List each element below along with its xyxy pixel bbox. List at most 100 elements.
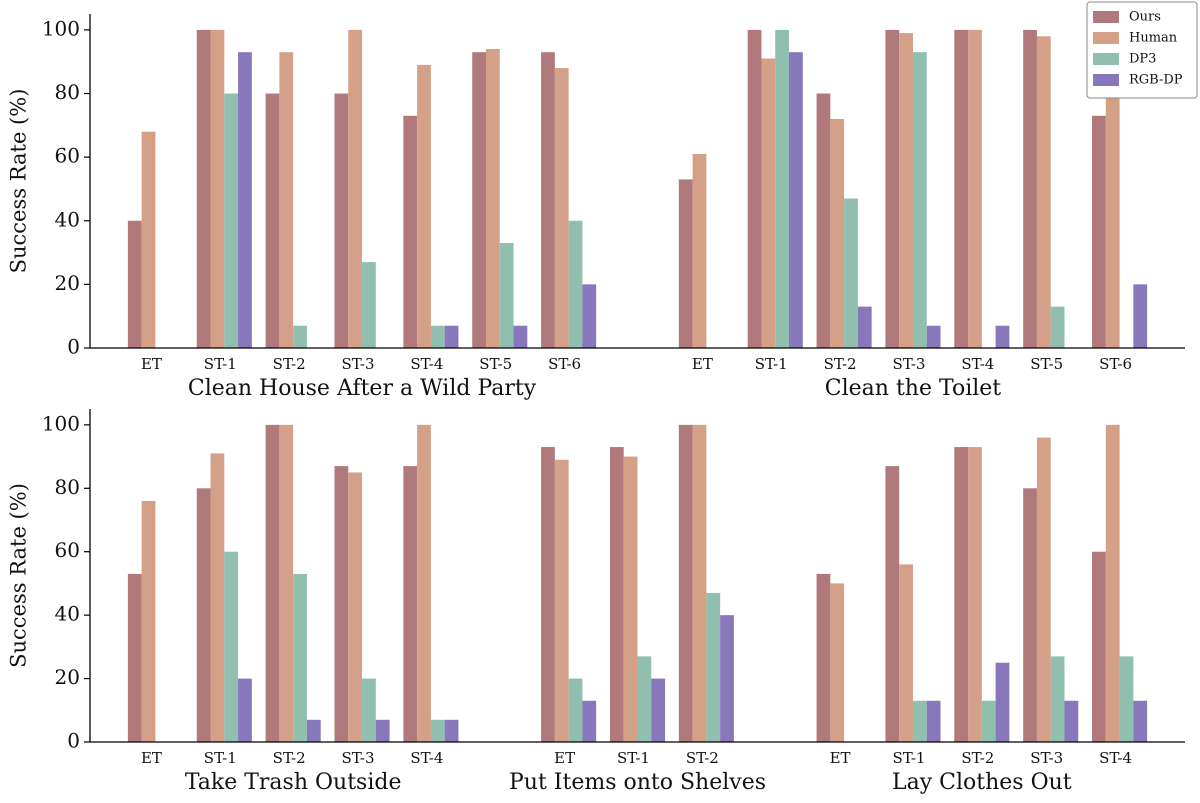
group-label: Lay Clothes Out: [892, 770, 1072, 795]
bar: [1119, 656, 1134, 742]
bar: [582, 700, 597, 742]
x-tick-label: ET: [830, 749, 851, 767]
bar: [1105, 424, 1120, 742]
x-tick-label: ST-1: [617, 749, 650, 767]
x-tick-label: ST-1: [204, 355, 237, 373]
y-tick-label: 60: [55, 538, 80, 562]
bar: [1064, 700, 1079, 742]
bar: [224, 551, 239, 742]
bar: [554, 68, 569, 349]
bar: [293, 325, 307, 348]
bar: [857, 306, 872, 348]
legend-swatch: [1093, 74, 1119, 86]
legend-label: RGB-DP: [1129, 73, 1183, 88]
bar: [444, 719, 459, 742]
bar: [954, 29, 969, 349]
y-tick-label: 100: [42, 411, 80, 435]
bar: [912, 52, 927, 349]
x-tick-label: ET: [692, 355, 713, 373]
bar: [485, 48, 500, 348]
bar: [623, 456, 638, 742]
group-label: Take Trash Outside: [185, 770, 402, 795]
bar: [141, 500, 156, 742]
x-tick-label: ST-5: [479, 355, 512, 373]
x-tick-label: ST-3: [342, 749, 375, 767]
bar: [348, 472, 363, 742]
bar: [1023, 29, 1037, 349]
bar: [1133, 700, 1148, 742]
bar: [926, 325, 941, 348]
bar: [816, 573, 831, 742]
bar: [899, 564, 913, 742]
bar: [761, 58, 776, 349]
bar: [844, 198, 858, 348]
bar: [789, 52, 803, 349]
bar: [499, 243, 514, 348]
x-tick-label: ST-1: [892, 749, 925, 767]
x-tick-label: ST-3: [342, 355, 375, 373]
bar: [141, 131, 156, 348]
bar: [568, 220, 583, 348]
bar: [279, 424, 294, 742]
group-label: Put Items onto Shelves: [509, 770, 766, 795]
bar: [1023, 488, 1037, 742]
x-tick-label: ST-2: [273, 749, 306, 767]
bar: [375, 719, 390, 742]
bar: [210, 453, 225, 742]
y-axis-label: Success Rate (%): [7, 483, 31, 668]
x-tick-label: ST-6: [548, 355, 581, 373]
bar: [995, 325, 1010, 348]
x-tick-label: ST-6: [1099, 355, 1132, 373]
bar: [830, 583, 845, 742]
x-tick-label: ST-1: [755, 355, 788, 373]
legend-label: DP3: [1129, 52, 1156, 67]
group-label: Clean the Toilet: [825, 376, 1001, 401]
bar: [348, 29, 363, 349]
bar: [210, 29, 225, 349]
y-tick-label: 80: [55, 80, 80, 104]
bar: [238, 678, 252, 742]
bar: [926, 700, 941, 742]
x-tick-label: ST-2: [961, 749, 994, 767]
bar: [1036, 36, 1051, 349]
bar: [747, 29, 762, 349]
bar: [968, 447, 982, 742]
y-tick-label: 20: [55, 665, 80, 689]
x-tick-label: ST-3: [1030, 749, 1063, 767]
y-tick-label: 40: [55, 602, 80, 626]
bar: [196, 488, 211, 742]
legend-label: Human: [1129, 31, 1178, 46]
y-tick-label: 100: [42, 16, 80, 40]
bar: [417, 424, 431, 742]
bar: [1133, 284, 1148, 348]
bar: [885, 29, 900, 349]
y-axis-label: Success Rate (%): [7, 89, 31, 274]
bar: [609, 447, 624, 742]
bar: [954, 447, 969, 742]
bar: [430, 325, 445, 348]
bar: [678, 424, 693, 742]
bar: [541, 52, 555, 349]
bar: [430, 719, 445, 742]
bar: [1105, 36, 1120, 349]
bar: [265, 93, 280, 349]
bar: [293, 573, 307, 742]
bar: [513, 325, 528, 348]
bar: [472, 52, 486, 349]
x-tick-label: ST-4: [1099, 749, 1132, 767]
bar: [417, 64, 431, 349]
bar: [362, 262, 376, 348]
bar: [265, 424, 280, 742]
x-tick-label: ET: [554, 749, 575, 767]
bar: [1050, 306, 1065, 348]
y-tick-label: 0: [67, 729, 80, 753]
x-tick-label: ET: [141, 749, 162, 767]
y-tick-label: 20: [55, 271, 80, 295]
bar: [651, 678, 666, 742]
bar: [334, 93, 349, 349]
bar: [1050, 656, 1065, 742]
x-tick-label: ST-2: [273, 355, 306, 373]
bar: [706, 592, 721, 742]
legend-label: Ours: [1129, 10, 1161, 25]
